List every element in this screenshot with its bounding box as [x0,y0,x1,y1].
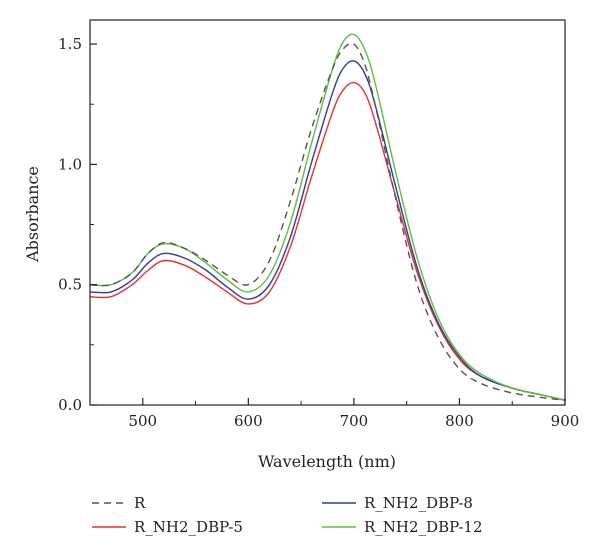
plot-frame [89,19,566,406]
legend-label: R_NH2_DBP-8 [364,494,473,512]
x-tick-label: 800 [445,412,474,430]
y-tick-label: 1.0 [58,155,82,173]
legend: R R_NH2_DBP-5 R_NH2_DBP-8 R_NH2_DBP-12 [92,494,483,536]
legend-label: R_NH2_DBP-5 [134,518,243,536]
x-tick-label: 600 [234,412,263,430]
legend-label: R_NH2_DBP-12 [364,518,483,536]
x-tick-label: 900 [551,412,580,430]
axes: 500 600 700 800 900 0.0 0.5 1.0 1.5 [58,19,580,430]
plot-area [89,33,566,401]
y-axis-label: Absorbance [23,166,42,263]
series-line-r [89,42,566,401]
y-tick-label: 0.5 [58,276,82,294]
series-line-r-nh2-dbp-12 [89,33,566,401]
x-axis-label: Wavelength (nm) [258,452,396,471]
x-tick-label: 500 [128,412,157,430]
series-line-r-nh2-dbp-5 [89,81,566,401]
legend-label: R [134,494,146,512]
series-line-r-nh2-dbp-8 [89,60,566,401]
x-tick-label: 700 [340,412,369,430]
y-tick-label: 1.5 [58,35,82,53]
y-tick-label: 0.0 [58,396,82,414]
